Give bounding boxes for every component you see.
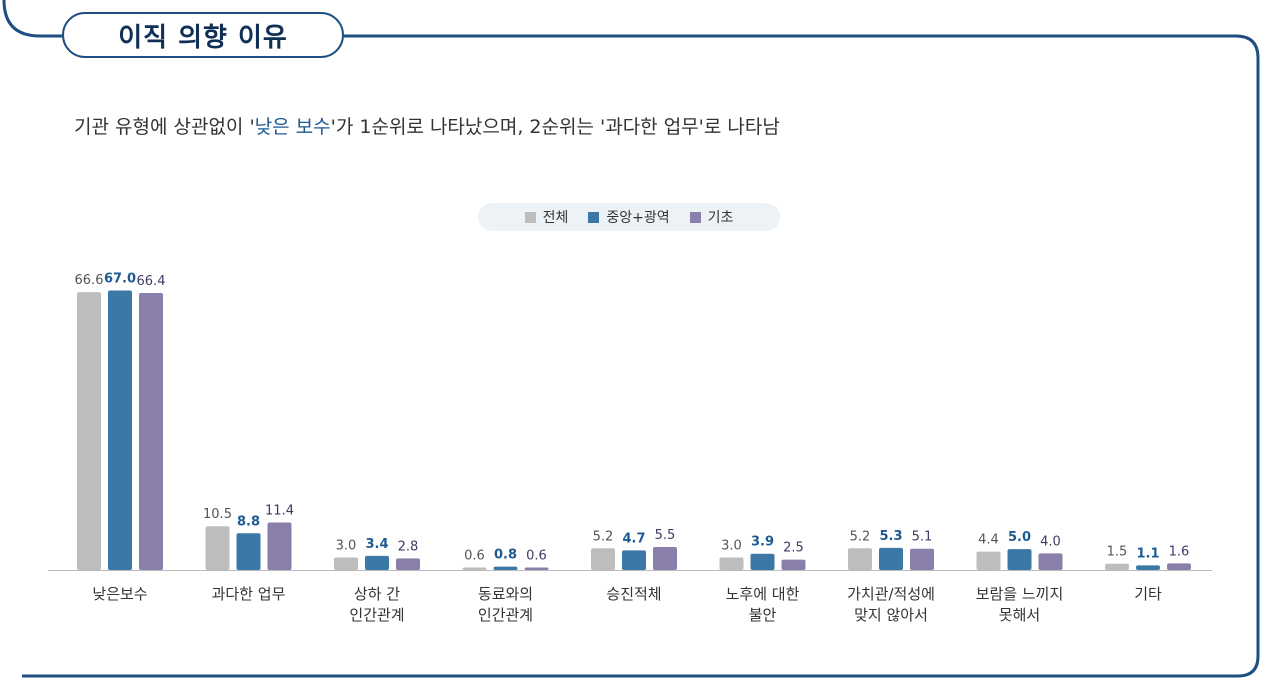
value-label-3-6: 2.5 — [783, 541, 804, 556]
bar-2-5 — [622, 550, 646, 570]
bar-3-2 — [267, 522, 292, 570]
category-label-4-2: 인간관계 — [478, 606, 533, 624]
value-label-3-8: 4.0 — [1040, 534, 1061, 549]
value-label-3-1: 66.4 — [137, 274, 166, 289]
value-label-1-2: 10.5 — [203, 507, 232, 522]
bar-1-8 — [976, 551, 1001, 570]
value-label-3-5: 5.5 — [655, 528, 676, 543]
bar-2-3 — [365, 555, 389, 570]
value-label-3-9: 1.6 — [1169, 544, 1190, 559]
bar-1-4 — [462, 567, 487, 570]
bar-1-6 — [719, 557, 744, 570]
value-label-2-2: 8.8 — [237, 514, 260, 529]
bar-3-3 — [396, 558, 420, 570]
value-label-3-7: 5.1 — [912, 530, 933, 545]
legend-label-total: 전체 — [542, 210, 569, 226]
value-label-3-2: 11.4 — [265, 503, 294, 518]
bar-1-1 — [77, 292, 101, 570]
bar-2-7 — [879, 547, 903, 570]
value-label-1-5: 5.2 — [593, 529, 614, 544]
value-label-2-3: 3.4 — [365, 537, 388, 552]
bar-1-7 — [848, 548, 872, 570]
category-label-7-1: 가치관/적성에 — [847, 585, 935, 603]
subtitle: 기관 유형에 상관없이 '낮은 보수'가 1순위로 나타났으며, 2순위는 '과… — [74, 112, 780, 139]
category-label-3-2: 인간관계 — [349, 606, 404, 624]
chart-legend: 전체 중앙+광역 기초 — [478, 203, 780, 231]
value-label-1-7: 5.2 — [850, 529, 871, 544]
category-label-5-1: 승진적체 — [606, 585, 661, 603]
subtitle-highlight: 낮은 보수 — [254, 116, 331, 138]
bar-2-2 — [236, 533, 261, 570]
legend-label-basic: 기초 — [707, 210, 734, 226]
category-label-8-2: 못해서 — [999, 606, 1040, 624]
value-label-2-5: 4.7 — [622, 531, 645, 546]
subtitle-pre: 기관 유형에 상관없이 ' — [74, 116, 255, 138]
value-label-2-7: 5.3 — [879, 529, 902, 544]
bar-2-9 — [1136, 565, 1160, 570]
bar-2-1 — [108, 290, 132, 570]
value-label-2-4: 0.8 — [494, 548, 517, 563]
value-label-2-9: 1.1 — [1136, 546, 1159, 561]
category-label-8-1: 보람을 느끼지 — [976, 585, 1064, 603]
bar-1-9 — [1105, 563, 1129, 570]
page-title: 이직 의향 이유 — [118, 22, 288, 53]
legend-item-central: 중앙+광역 — [588, 207, 670, 227]
category-label-7-2: 맞지 않아서 — [854, 606, 928, 624]
bar-3-5 — [653, 547, 677, 570]
value-label-3-4: 0.6 — [526, 548, 547, 563]
bar-2-8 — [1007, 549, 1032, 570]
value-label-2-8: 5.0 — [1008, 530, 1031, 545]
bar-1-3 — [334, 557, 358, 570]
legend-item-basic: 기초 — [689, 207, 734, 227]
value-label-1-3: 3.0 — [336, 538, 357, 553]
bar-3-1 — [139, 293, 163, 570]
bar-3-9 — [1167, 563, 1191, 570]
category-label-2-1: 과다한 업무 — [212, 585, 286, 603]
category-label-6-1: 노후에 대한 — [726, 585, 800, 603]
bar-2-4 — [493, 566, 518, 570]
bar-3-4 — [524, 567, 549, 570]
category-label-6-2: 불안 — [749, 606, 777, 624]
category-label-4-1: 동료와의 — [478, 585, 533, 603]
bar-3-7 — [910, 548, 934, 570]
value-label-1-4: 0.6 — [464, 548, 485, 563]
value-label-1-8: 4.4 — [978, 533, 999, 548]
category-label-3-1: 상하 간 — [354, 585, 400, 603]
legend-swatch-total — [524, 211, 536, 223]
legend-swatch-basic — [689, 211, 701, 223]
subtitle-post: '가 1순위로 나타났으며, 2순위는 '과다한 업무'로 나타남 — [330, 116, 780, 138]
bar-2-6 — [750, 553, 775, 570]
title-badge: 이직 의향 이유 — [62, 12, 344, 58]
value-label-3-3: 2.8 — [398, 539, 419, 554]
legend-item-total: 전체 — [524, 207, 569, 227]
value-label-2-6: 3.9 — [751, 535, 774, 550]
bar-1-2 — [205, 526, 230, 570]
legend-label-central: 중앙+광역 — [606, 210, 670, 226]
value-label-2-1: 67.0 — [104, 272, 136, 287]
bar-3-6 — [781, 559, 806, 570]
value-label-1-9: 1.5 — [1107, 545, 1128, 560]
bar-1-5 — [591, 548, 615, 570]
value-label-1-6: 3.0 — [721, 538, 742, 553]
bar-3-8 — [1038, 553, 1063, 570]
value-label-1-1: 66.6 — [75, 273, 104, 288]
category-label-9-1: 기타 — [1134, 585, 1162, 603]
category-label-1-1: 낮은보수 — [92, 585, 147, 603]
legend-swatch-central — [588, 211, 600, 223]
